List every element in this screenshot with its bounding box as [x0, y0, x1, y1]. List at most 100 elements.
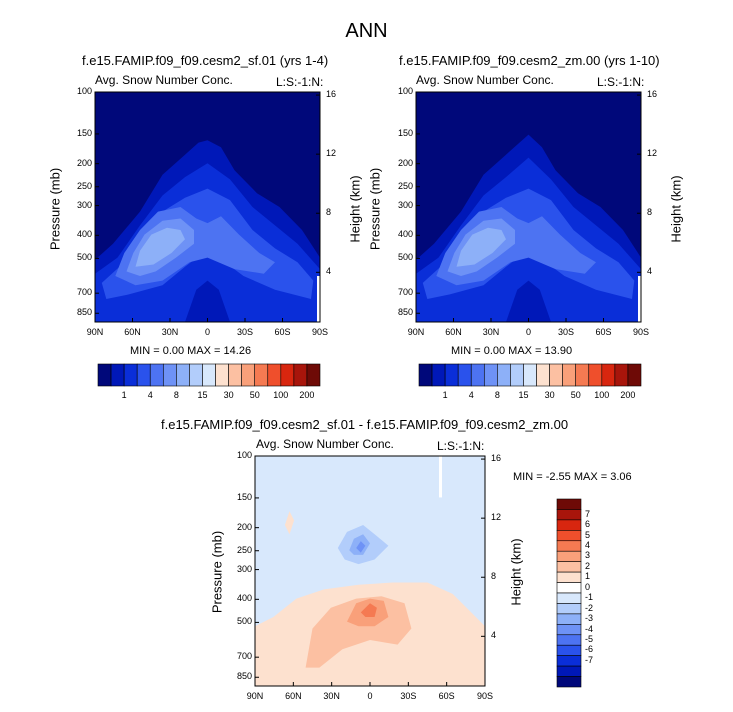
diff-contour-upper-blip	[284, 511, 295, 535]
diff-colorbar-swatch	[556, 571, 582, 583]
right-colorbar-swatch	[510, 363, 524, 387]
right-colorbar	[418, 363, 642, 387]
right-y-tick-label: 100	[397, 86, 413, 96]
right-y2-tick-label: 8	[647, 207, 653, 218]
left-colorbar-label: 15	[197, 390, 208, 400]
left-plot-title: f.e15.FAMIP.f09_f09.cesm2_sf.01 (yrs 1-4…	[82, 53, 329, 68]
right-colorbar-label: 1	[442, 390, 448, 400]
figure-title: ANN	[345, 20, 388, 42]
right-colorbar-swatch	[614, 363, 629, 387]
left-colorbar-label: 200	[299, 390, 315, 400]
diff-y2-tick-label: 12	[491, 512, 502, 523]
diff-colorbar-swatch	[556, 624, 582, 636]
right-y-tick-label: 700	[397, 287, 413, 298]
left-y-tick-label: 150	[76, 127, 92, 138]
left-y2-tick-label: 16	[326, 89, 337, 100]
left-contour-surface-pocket	[185, 280, 230, 322]
diff-x-tick-label: 60N	[285, 691, 302, 701]
diff-colorbar-swatch	[556, 613, 582, 625]
diff-colorbar-swatch	[556, 498, 582, 510]
left-colorbar-swatch	[123, 363, 138, 387]
diff-x-tick-label: 30N	[323, 691, 340, 701]
left-colorbar-label: 50	[249, 390, 260, 400]
diff-colorbar-label: 7	[585, 508, 591, 519]
right-y-tick-label: 850	[397, 307, 413, 318]
diff-colorbar-label: -1	[585, 592, 594, 603]
diff-y-tick-label: 400	[236, 593, 252, 604]
diff-colorbar-swatch	[556, 676, 582, 688]
diff-contour-pos4	[360, 603, 377, 617]
diff-colorbar-swatch	[556, 550, 582, 562]
diff-x-tick-label: 60S	[438, 691, 455, 701]
diff-colorbar-swatch	[556, 655, 582, 667]
diff-plot-area	[254, 455, 486, 687]
diff-y-tick-label: 200	[236, 521, 252, 532]
right-x-tick-label: 30S	[557, 327, 575, 337]
left-y2-tick-label: 4	[326, 266, 332, 277]
diff-colorbar-swatch	[556, 592, 582, 604]
right-plot-area	[415, 91, 642, 323]
left-missing-data-strip	[317, 276, 320, 322]
left-colorbar-label: 4	[147, 390, 153, 400]
left-y-tick-label: 700	[76, 287, 92, 298]
right-colorbar-label: 15	[518, 390, 529, 400]
diff-x-tick-label: 90N	[246, 691, 264, 701]
right-y2-tick-label: 4	[647, 266, 653, 277]
left-colorbar-swatch	[136, 363, 151, 387]
right-colorbar-label: 50	[570, 390, 581, 400]
diff-variable-label: Avg. Snow Number Conc.	[256, 437, 394, 451]
left-colorbar-swatch	[189, 363, 203, 387]
diff-colorbar-swatch	[556, 509, 582, 521]
diff-colorbar-label: 4	[585, 540, 591, 550]
diff-colorbar-label: -4	[585, 623, 594, 634]
diff-colorbar	[556, 498, 582, 688]
diff-colorbar-label: 5	[585, 529, 591, 540]
left-x-tick-label: 30S	[236, 327, 254, 337]
right-colorbar-swatch	[549, 363, 563, 387]
diff-colorbar-label: 1	[585, 571, 591, 582]
left-y-tick-label: 500	[76, 252, 92, 263]
right-colorbar-swatch	[523, 363, 537, 387]
left-colorbar-swatch	[110, 363, 125, 387]
right-x-tick-label: 0	[525, 327, 532, 337]
diff-min-max: MIN = -2.55 MAX = 3.06	[513, 471, 632, 483]
right-colorbar-swatch	[562, 363, 577, 387]
right-colorbar-swatch	[431, 363, 446, 387]
diff-x-tick-label: 30S	[400, 691, 417, 701]
left-x-tick-label: 90S	[311, 327, 329, 337]
right-contour-level-6	[456, 227, 506, 267]
diff-colorbar-label: -5	[585, 634, 594, 644]
diff-y2-tick-label: 16	[491, 453, 502, 464]
right-colorbar-swatch	[418, 363, 433, 387]
right-colorbar-swatch	[575, 363, 590, 387]
right-y2-tick-label: 16	[647, 89, 658, 100]
diff-colorbar-label: -3	[585, 613, 594, 624]
left-colorbar-swatch	[306, 363, 321, 387]
right-y-tick-label: 500	[397, 252, 413, 263]
left-y2-tick-label: 8	[326, 207, 332, 218]
right-y-tick-label: 250	[397, 180, 413, 191]
left-x-tick-label: 60S	[274, 327, 291, 337]
diff-colorbar-label: 2	[585, 560, 591, 571]
diff-x-tick-label: 90S	[476, 691, 494, 701]
left-colorbar-swatch	[202, 363, 216, 387]
left-variable-label: Avg. Snow Number Conc.	[95, 73, 233, 87]
diff-contour-zero-strip	[439, 456, 442, 498]
left-y-tick-label: 250	[76, 180, 92, 191]
right-colorbar-label: 30	[544, 390, 555, 400]
left-colorbar-swatch	[176, 363, 190, 387]
left-contour-level-6	[135, 227, 185, 267]
diff-colorbar-label: 3	[585, 550, 591, 561]
right-y-tick-label: 150	[397, 127, 413, 138]
right-corner-label: L:S:-1:N:	[597, 75, 645, 89]
right-colorbar-swatch	[457, 363, 472, 387]
diff-y-tick-label: 100	[236, 450, 252, 460]
right-colorbar-swatch	[483, 363, 498, 387]
right-contour-surface-pocket	[506, 280, 551, 322]
diff-colorbar-swatch	[556, 561, 582, 573]
diff-colorbar-label: -2	[585, 602, 594, 613]
right-colorbar-swatch	[444, 363, 459, 387]
diff-colorbar-swatch	[556, 519, 582, 531]
right-colorbar-swatch	[601, 363, 616, 387]
left-colorbar-label: 1	[121, 390, 127, 400]
